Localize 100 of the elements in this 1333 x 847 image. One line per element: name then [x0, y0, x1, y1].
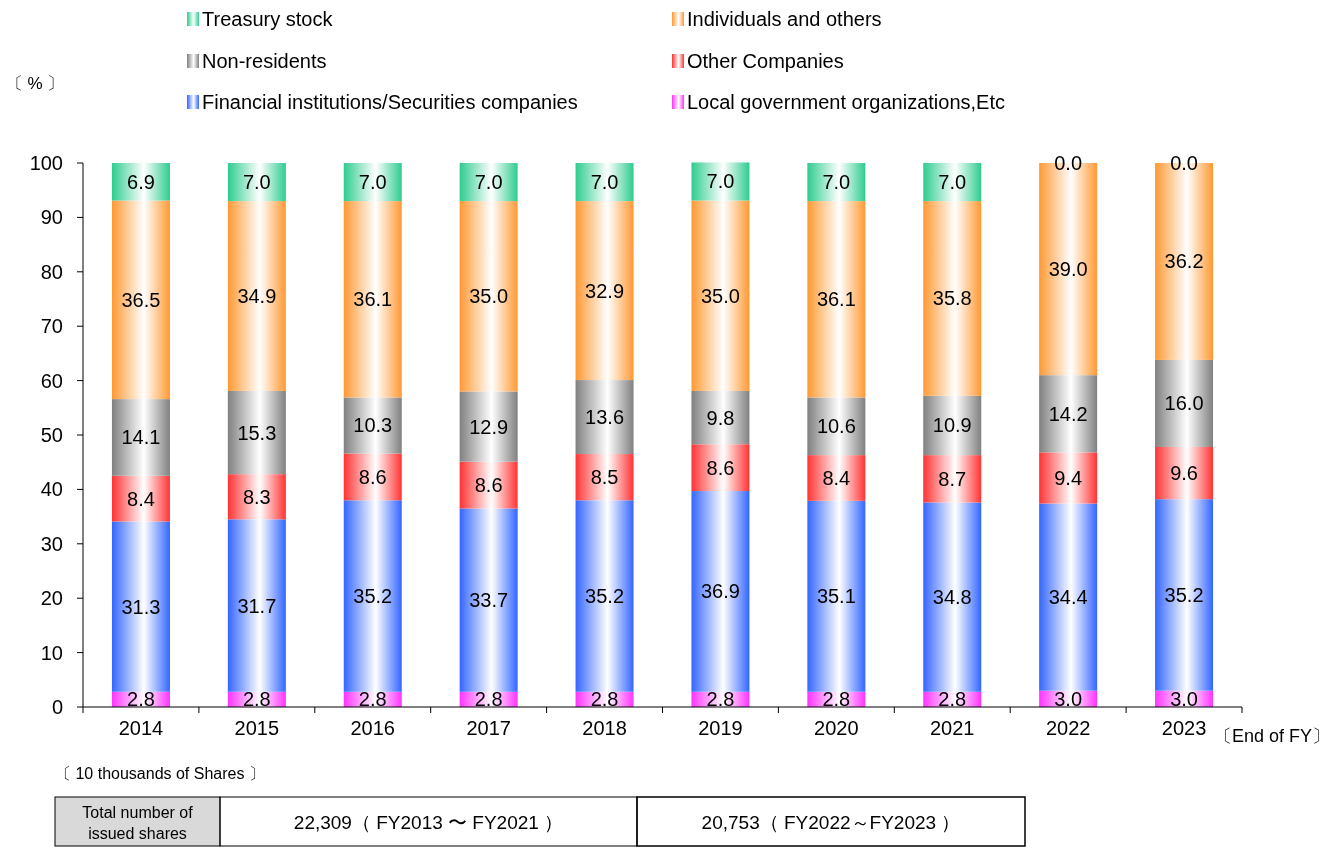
data-label: 36.9: [700, 580, 740, 603]
legend-label: Other Companies: [687, 50, 844, 72]
bar: [807, 163, 866, 202]
data-label: 2.8: [706, 688, 735, 711]
y-tick-label: 100: [29, 152, 63, 174]
legend-label: Local government organizations,Etc: [687, 91, 1005, 113]
data-label: 2.8: [358, 688, 387, 711]
bar: [1155, 446, 1214, 500]
x-tick-label: 2017: [466, 717, 511, 739]
legend-label: Financial institutions/Securities companies: [202, 91, 578, 113]
bar: [227, 201, 286, 391]
data-label: 35.0: [700, 284, 740, 307]
y-tick-label: 60: [40, 369, 63, 392]
data-label: 12.9: [469, 415, 509, 438]
bar: [343, 163, 402, 202]
data-label: 8.6: [358, 465, 387, 488]
data-label: 13.6: [585, 406, 625, 429]
x-tick-label: 2021: [930, 717, 975, 739]
bar: [111, 163, 170, 201]
data-label: 3.0: [1054, 687, 1083, 710]
data-label: 35.2: [353, 585, 393, 608]
data-label: 36.5: [121, 288, 161, 311]
data-label: 35.2: [1164, 583, 1204, 606]
data-label: 34.4: [1048, 586, 1088, 609]
data-label: 35.1: [816, 585, 856, 608]
data-label: 35.2: [585, 585, 625, 608]
bar: [227, 163, 286, 202]
y-tick-label: 40: [40, 478, 63, 501]
data-label: 8.6: [474, 474, 503, 497]
data-label: 34.9: [237, 285, 277, 308]
bar: [807, 397, 866, 456]
bar: [227, 519, 286, 692]
data-label: 2.8: [822, 688, 851, 711]
data-label: 7.0: [938, 171, 967, 194]
bar: [459, 163, 518, 202]
bar: [343, 500, 402, 692]
bar: [923, 455, 982, 503]
data-label: 35.8: [932, 287, 972, 310]
bar: [807, 201, 866, 398]
x-tick-label: 2018: [582, 717, 627, 739]
x-tick-label: 2023: [1161, 717, 1207, 739]
data-label: 9.4: [1054, 466, 1083, 489]
bar: [575, 163, 634, 202]
data-label: 2.8: [590, 688, 619, 711]
data-label: 8.4: [127, 487, 155, 510]
bar: [343, 201, 402, 398]
table: Total number of issued shares 22,309（ FY2013 〜 FY2021 ） 20,753（ FY2022～FY2023 ）: [54, 796, 1026, 847]
bar: [807, 500, 866, 692]
bar: [691, 491, 750, 692]
bar: [111, 399, 170, 476]
data-label: 39.0: [1048, 258, 1088, 281]
y-tick-label: 90: [40, 206, 63, 229]
legend-label: Individuals and others: [687, 8, 882, 30]
data-label: 0.0: [1170, 152, 1198, 174]
data-label: 14.2: [1048, 402, 1088, 425]
data-label: 8.6: [706, 456, 735, 479]
bar: [1155, 359, 1214, 447]
bar: [923, 502, 982, 692]
data-label: 36.1: [816, 288, 856, 311]
data-label: 32.9: [585, 279, 625, 302]
bar: [923, 201, 982, 396]
data-label: 7.0: [822, 171, 851, 194]
y-tick-label: 0: [51, 696, 63, 718]
data-label: 31.7: [237, 594, 277, 617]
bar: [459, 508, 518, 692]
bar: [691, 200, 750, 391]
data-label: 10.6: [816, 415, 856, 438]
x-tick-label: 2019: [698, 717, 743, 739]
data-label: 2.8: [242, 688, 271, 711]
bar: [1039, 452, 1098, 504]
data-label: 16.0: [1164, 392, 1204, 415]
data-label: 8.4: [822, 466, 851, 489]
bar: [575, 201, 634, 381]
data-label: 15.3: [237, 421, 277, 444]
y-tick-label: 50: [40, 424, 63, 446]
data-label: 9.6: [1170, 462, 1198, 485]
data-label: 2.8: [127, 688, 155, 711]
bar: [459, 391, 518, 462]
data-label: 3.0: [1170, 687, 1198, 710]
bar: [343, 453, 402, 501]
x-tick-label: 2014: [118, 717, 164, 739]
bar: [1039, 375, 1098, 453]
data-label: 6.9: [127, 170, 155, 193]
data-label: 7.0: [242, 171, 271, 194]
legend-label: Non-residents: [202, 50, 327, 72]
legend-label: Treasury stock: [202, 8, 334, 30]
bar: [575, 380, 634, 455]
y-tick-label: 70: [40, 315, 63, 338]
bar: [691, 390, 750, 445]
data-label: 10.3: [353, 414, 393, 437]
y-tick-label: 80: [40, 260, 63, 283]
data-label: 8.5: [590, 466, 619, 489]
data-label: 36.1: [353, 288, 393, 311]
data-label: 2.8: [938, 688, 967, 711]
data-label: 2.8: [474, 688, 503, 711]
bar: [227, 474, 286, 520]
data-label: 33.7: [469, 589, 509, 612]
data-label: 10.9: [932, 414, 972, 437]
data-label: 7.0: [358, 171, 387, 194]
bar: [111, 200, 170, 400]
